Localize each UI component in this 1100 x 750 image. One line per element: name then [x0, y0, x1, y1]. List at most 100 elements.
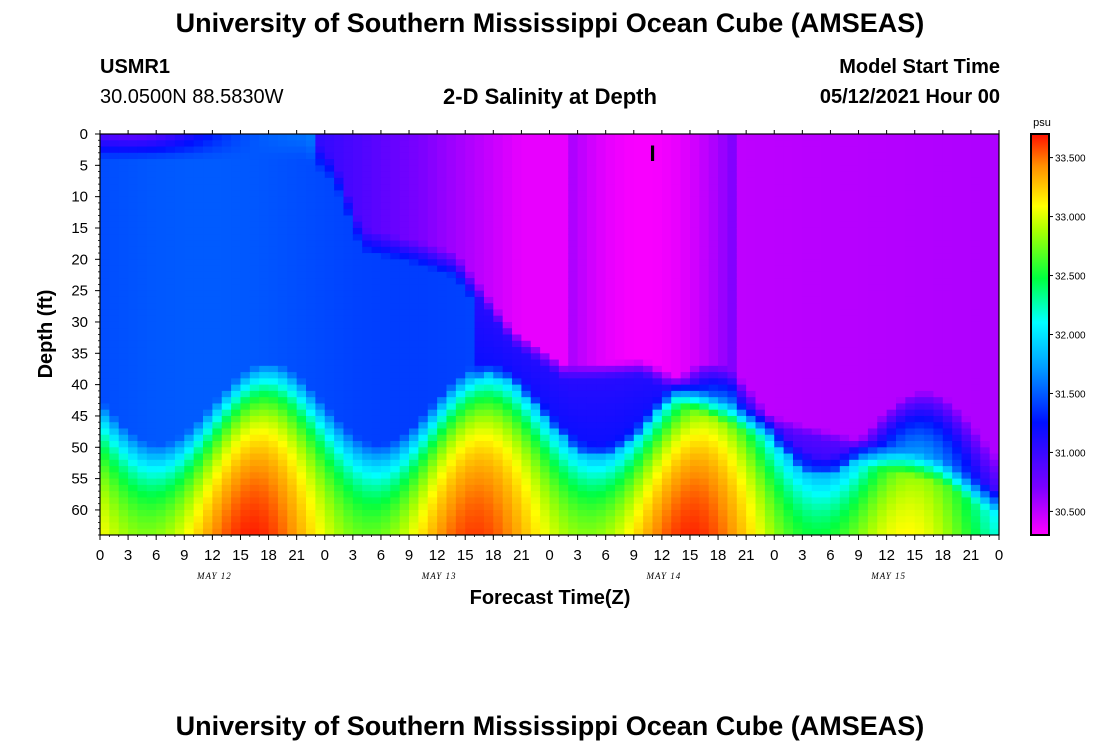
heatmap-cell: [184, 209, 195, 217]
heatmap-cell: [493, 190, 504, 198]
heatmap-cell: [643, 202, 654, 210]
heatmap-cell: [755, 134, 766, 141]
heatmap-cell: [399, 415, 410, 423]
heatmap-cell: [568, 441, 579, 448]
heatmap-cell: [624, 378, 635, 386]
heatmap-cell: [671, 372, 682, 379]
heatmap-cell: [783, 497, 794, 505]
heatmap-cell: [802, 259, 813, 267]
heatmap-cell: [343, 146, 354, 154]
heatmap-cell: [718, 184, 729, 191]
heatmap-cell: [146, 227, 157, 235]
heatmap-cell: [296, 309, 307, 317]
heatmap-cell: [249, 390, 260, 398]
heatmap-cell: [530, 177, 541, 185]
heatmap-cell: [727, 221, 738, 229]
heatmap-cell: [502, 528, 513, 535]
heatmap-cell: [577, 196, 588, 204]
heatmap-cell: [811, 415, 822, 423]
heatmap-cell: [680, 522, 691, 530]
heatmap-cell: [380, 140, 391, 148]
heatmap-cell: [474, 390, 485, 398]
heatmap-cell: [277, 428, 288, 436]
heatmap-cell: [530, 353, 541, 361]
heatmap-cell: [156, 434, 167, 442]
heatmap-cell: [315, 315, 326, 323]
heatmap-cell: [277, 384, 288, 392]
heatmap-cell: [474, 428, 485, 436]
heatmap-cell: [418, 472, 429, 480]
heatmap-cell: [362, 428, 373, 436]
heatmap-cell: [568, 403, 579, 411]
heatmap-cell: [371, 152, 382, 160]
heatmap-cell: [193, 384, 204, 392]
heatmap-cell: [437, 184, 448, 191]
heatmap-cell: [811, 347, 822, 354]
heatmap-cell: [483, 171, 494, 179]
heatmap-cell: [455, 353, 466, 361]
heatmap-cell: [193, 165, 204, 173]
heatmap-cell: [699, 497, 710, 505]
heatmap-cell: [821, 441, 832, 448]
heatmap-cell: [343, 253, 354, 260]
heatmap-cell: [558, 171, 569, 179]
heatmap-cell: [558, 240, 569, 248]
heatmap-cell: [493, 347, 504, 354]
heatmap-cell: [774, 234, 785, 242]
heatmap-cell: [287, 528, 298, 535]
heatmap-cell: [736, 240, 747, 248]
heatmap-cell: [455, 459, 466, 467]
heatmap-cell: [324, 365, 335, 373]
heatmap-cell: [558, 221, 569, 229]
heatmap-cell: [221, 234, 232, 242]
heatmap-cell: [605, 441, 616, 448]
heatmap-cell: [689, 290, 700, 298]
heatmap-cell: [118, 303, 129, 311]
heatmap-cell: [109, 347, 120, 354]
heatmap-cell: [128, 328, 139, 336]
heatmap-cell: [802, 491, 813, 499]
heatmap-cell: [437, 177, 448, 185]
heatmap-cell: [249, 271, 260, 279]
heatmap-cell: [624, 253, 635, 260]
heatmap-cell: [390, 422, 401, 430]
heatmap-cell: [324, 152, 335, 160]
heatmap-cell: [287, 459, 298, 467]
heatmap-cell: [334, 390, 345, 398]
heatmap-cell: [746, 278, 757, 285]
heatmap-cell: [409, 365, 419, 373]
heatmap-cell: [455, 271, 466, 279]
heatmap-cell: [549, 190, 560, 198]
heatmap-cell: [615, 246, 626, 254]
heatmap-cell: [577, 202, 588, 210]
heatmap-cell: [399, 209, 410, 217]
heatmap-cell: [586, 497, 597, 505]
heatmap-cell: [352, 184, 363, 191]
heatmap-cell: [268, 165, 279, 173]
heatmap-cell: [596, 296, 607, 304]
heatmap-cell: [512, 159, 522, 166]
heatmap-cell: [268, 422, 279, 430]
heatmap-cell: [708, 165, 719, 173]
heatmap-cell: [689, 227, 700, 235]
heatmap-cell: [540, 516, 551, 524]
heatmap-cell: [661, 384, 672, 392]
heatmap-cell: [193, 441, 204, 448]
heatmap-cell: [502, 334, 513, 342]
heatmap-cell: [596, 209, 607, 217]
heatmap-cell: [231, 372, 242, 379]
heatmap-cell: [446, 303, 457, 311]
heatmap-cell: [699, 253, 710, 260]
heatmap-cell: [306, 434, 316, 442]
heatmap-cell: [315, 347, 326, 354]
heatmap-cell: [446, 265, 457, 273]
heatmap-cell: [802, 215, 813, 223]
heatmap-cell: [409, 315, 419, 323]
heatmap-cell: [736, 397, 747, 405]
heatmap-cell: [249, 509, 260, 517]
heatmap-cell: [605, 190, 616, 198]
heatmap-cell: [334, 459, 345, 467]
heatmap-cell: [287, 290, 298, 298]
heatmap-cell: [334, 509, 345, 517]
heatmap-cell: [203, 315, 213, 323]
